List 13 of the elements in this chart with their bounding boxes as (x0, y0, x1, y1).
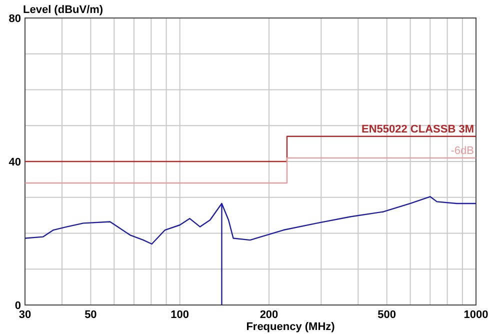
y-tick-label: 80 (8, 13, 21, 25)
x-tick-label: 500 (378, 309, 396, 321)
x-tick-label: 30 (18, 309, 32, 321)
series-label: -6dB (450, 144, 474, 157)
x-tick-label: 200 (260, 309, 278, 321)
x-tick-label: 1000 (464, 309, 488, 321)
x-axis-title: Frequency (MHz) (246, 321, 336, 333)
y-axis-title: Level (dBuV/m) (23, 4, 104, 16)
y-tick-label: 0 (14, 300, 21, 312)
series-label: EN55022 CLASSB 3M (362, 123, 474, 136)
x-tick-label: 100 (170, 309, 190, 321)
y-tick-label: 40 (8, 156, 21, 168)
x-tick-label: 50 (84, 309, 97, 321)
